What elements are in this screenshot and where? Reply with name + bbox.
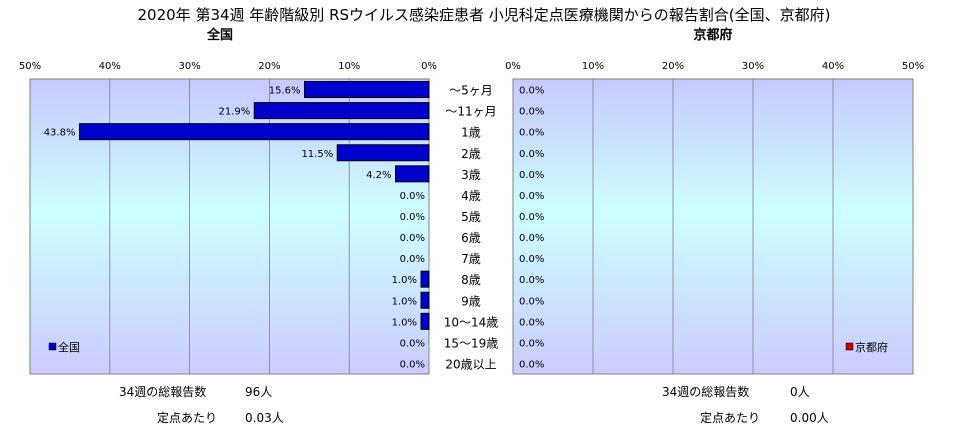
left-legend: 全国 xyxy=(48,340,80,354)
left-bar xyxy=(420,312,430,330)
left-tick-label: 50% xyxy=(19,61,41,72)
right-plot-area xyxy=(512,78,914,375)
left-tick-label: 10% xyxy=(338,61,360,72)
right-value-label: 0.0% xyxy=(519,86,544,97)
left-value-label: 15.6% xyxy=(269,86,301,97)
left-value-label: 0.0% xyxy=(400,359,425,370)
left-value-label: 21.9% xyxy=(218,107,250,118)
kyoto-per-value: 0.00人 xyxy=(790,411,829,425)
left-value-label: 1.0% xyxy=(392,275,417,286)
right-chart-title: 京都府 xyxy=(693,27,732,43)
left-bars xyxy=(78,81,430,330)
left-bar xyxy=(78,123,430,141)
left-value-label: 0.0% xyxy=(400,233,425,244)
left-value-label: 0.0% xyxy=(400,338,425,349)
category-labels: ～5ヶ月 ～11ヶ月 1歳 2歳 3歳 4歳 5歳 6歳 7歳 8歳 9歳 10～14歳 15～19歳 2… xyxy=(444,84,499,372)
right-tick-label: 10% xyxy=(582,61,604,72)
left-legend-swatch xyxy=(48,342,57,351)
right-value-label: 0.0% xyxy=(519,359,544,370)
category-label: 3歳 xyxy=(461,168,481,182)
right-legend-swatch xyxy=(845,342,854,351)
category-label: 15～19歳 xyxy=(444,336,499,350)
left-value-label: 1.0% xyxy=(392,296,417,307)
kyoto-per-label: 定点あたり xyxy=(700,410,760,425)
category-label: 10～14歳 xyxy=(444,315,499,329)
left-value-label: 0.0% xyxy=(400,191,425,202)
left-value-label: 11.5% xyxy=(301,149,333,160)
right-value-label: 0.0% xyxy=(519,128,544,139)
left-bar xyxy=(420,291,430,309)
right-tick-label: 30% xyxy=(742,61,764,72)
right-value-labels: 0.0% 0.0% 0.0% 0.0% 0.0% 0.0% 0.0% 0.0% 0.0% 0.0%… xyxy=(519,86,544,371)
left-value-label: 43.8% xyxy=(44,128,76,139)
national-total-label: 34週の総報告数 xyxy=(119,384,206,399)
category-label: ～5ヶ月 xyxy=(449,84,493,98)
left-value-label: 4.2% xyxy=(366,170,391,181)
left-axis-ticks: 50% 40% 30% 20% 10% 0% xyxy=(19,61,437,72)
category-label: 7歳 xyxy=(461,252,481,266)
national-per-label: 定点あたり xyxy=(157,410,217,425)
national-total-value: 96人 xyxy=(245,385,272,399)
kyoto-total-label: 34週の総報告数 xyxy=(662,384,749,399)
right-value-label: 0.0% xyxy=(519,233,544,244)
category-label: 9歳 xyxy=(461,294,481,308)
category-label: 4歳 xyxy=(461,189,481,203)
category-label: 8歳 xyxy=(461,273,481,287)
right-value-label: 0.0% xyxy=(519,107,544,118)
right-tick-label: 20% xyxy=(662,61,684,72)
left-bar xyxy=(394,165,430,183)
left-bar xyxy=(304,81,430,99)
right-value-label: 0.0% xyxy=(519,212,544,223)
category-label: 1歳 xyxy=(461,126,481,140)
left-bar xyxy=(253,102,430,120)
category-label: 2歳 xyxy=(461,147,481,161)
left-legend-label: 全国 xyxy=(58,340,80,354)
right-value-label: 0.0% xyxy=(519,170,544,181)
left-value-label: 1.0% xyxy=(392,317,417,328)
left-tick-label: 20% xyxy=(258,61,280,72)
left-tick-label: 30% xyxy=(178,61,200,72)
right-value-label: 0.0% xyxy=(519,149,544,160)
right-value-label: 0.0% xyxy=(519,191,544,202)
right-value-label: 0.0% xyxy=(519,296,544,307)
right-tick-label: 50% xyxy=(902,61,924,72)
left-bar xyxy=(336,144,430,162)
left-bar xyxy=(420,270,430,288)
left-chart-title: 全国 xyxy=(206,27,233,43)
right-tick-label: 0% xyxy=(505,61,521,72)
left-tick-label: 0% xyxy=(421,61,437,72)
right-value-label: 0.0% xyxy=(519,338,544,349)
right-axis-ticks: 0% 10% 20% 30% 40% 50% xyxy=(505,61,924,72)
left-value-label: 0.0% xyxy=(400,212,425,223)
left-value-labels: 15.6% 21.9% 43.8% 11.5% 4.2% 0.0% 0.0% 0.0% 0.0%… xyxy=(44,86,425,371)
national-per-value: 0.03人 xyxy=(245,411,284,425)
category-label: 6歳 xyxy=(461,231,481,245)
category-label: 20歳以上 xyxy=(445,357,496,371)
right-value-label: 0.0% xyxy=(519,254,544,265)
category-label: 5歳 xyxy=(461,210,481,224)
right-legend: 京都府 xyxy=(845,340,888,354)
chart-title: 2020年 第34週 年齢階級別 RSウイルス感染症患者 小児科定点医療機関から… xyxy=(138,6,831,24)
right-gridlines xyxy=(592,79,834,374)
right-tick-label: 40% xyxy=(822,61,844,72)
left-tick-label: 40% xyxy=(99,61,121,72)
right-value-label: 0.0% xyxy=(519,317,544,328)
kyoto-total-value: 0人 xyxy=(790,385,810,399)
category-label: ～11ヶ月 xyxy=(445,105,496,119)
right-value-label: 0.0% xyxy=(519,275,544,286)
right-legend-label: 京都府 xyxy=(855,340,888,354)
left-value-label: 0.0% xyxy=(400,254,425,265)
